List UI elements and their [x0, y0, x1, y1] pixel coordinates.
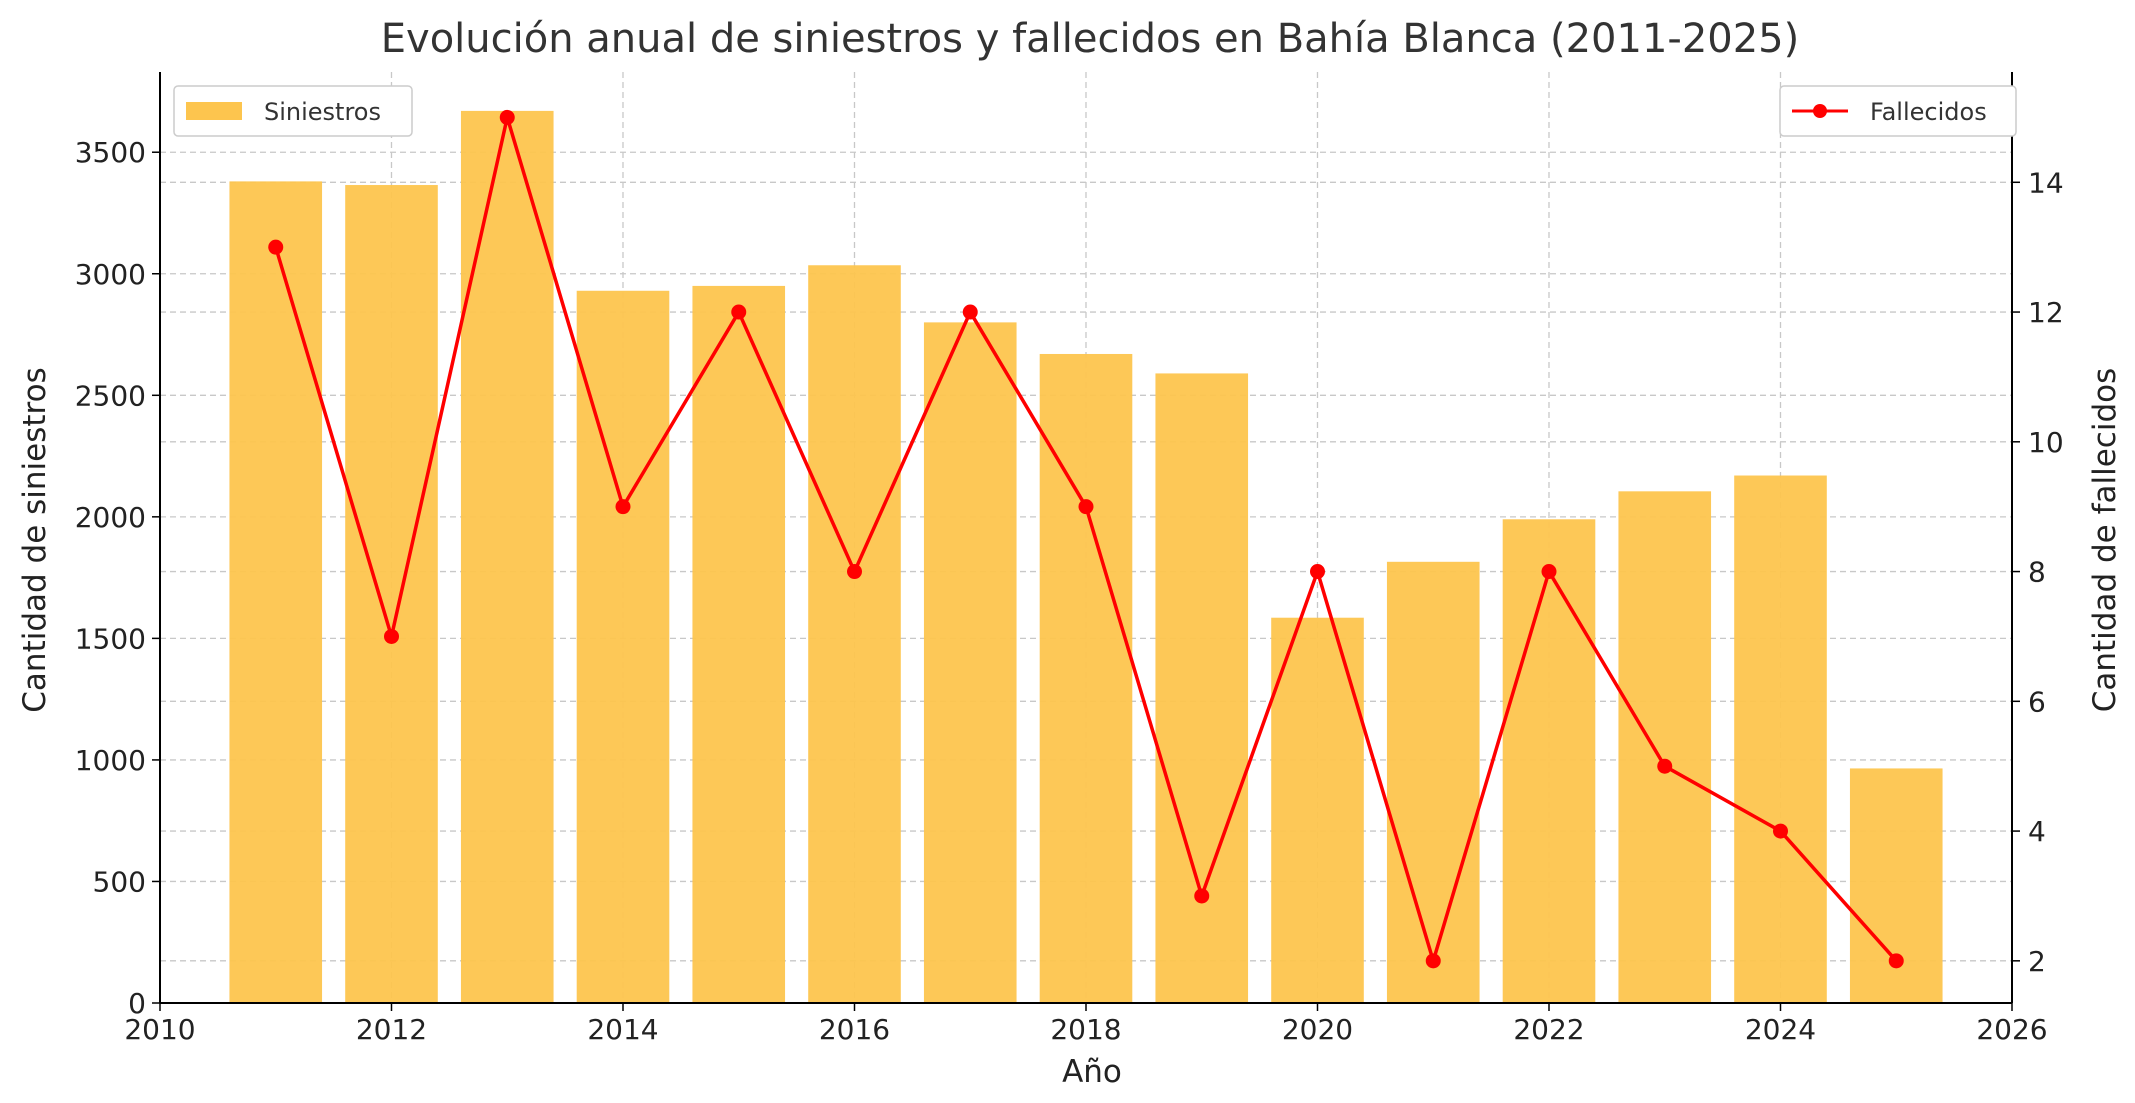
bar-siniestros-2012	[345, 185, 438, 1003]
bar-siniestros-2014	[576, 290, 670, 1004]
y-axis-label: Cantidad de siniestros	[17, 367, 53, 712]
y2-tick-label: 12	[2028, 296, 2064, 329]
point-fallecidos-2023	[1657, 758, 1673, 774]
legend-swatch-siniestros	[186, 102, 242, 120]
point-fallecidos-2012	[384, 628, 399, 644]
chart-title: Evolución anual de siniestros y fallecid…	[381, 16, 1799, 62]
point-fallecidos-2022	[1541, 564, 1557, 580]
y-tick-label: 3000	[75, 258, 146, 291]
legend-fallecidos: Fallecidos	[1779, 85, 2017, 137]
point-fallecidos-2019	[1194, 888, 1210, 904]
y2-tick-label: 4	[2028, 815, 2046, 848]
bar-siniestros-2017	[923, 322, 1017, 1003]
bar-siniestros-2024	[1734, 475, 1827, 1003]
y2-tick-label: 10	[2028, 426, 2064, 459]
y-tick-label: 1000	[75, 744, 146, 777]
bar-siniestros-2019	[1155, 373, 1249, 1003]
point-fallecidos-2016	[847, 564, 862, 580]
axes: 2010 2012 2014 2016 2018 2020 2022 2024 2026 0 500…	[75, 72, 2064, 1046]
x-tick-label: 2016	[819, 1013, 890, 1046]
bar-siniestros-2021	[1386, 561, 1480, 1003]
point-fallecidos-2025	[1888, 953, 1904, 969]
bar-siniestros-2018	[1039, 353, 1133, 1003]
y-tick-label: 0	[128, 987, 146, 1020]
bar-siniestros-2013	[460, 110, 554, 1004]
bar-siniestros-2016	[808, 265, 901, 1003]
x-tick-label: 2012	[356, 1013, 427, 1046]
x-tick-label: 2022	[1513, 1013, 1584, 1046]
point-fallecidos-2014	[615, 499, 631, 515]
bar-siniestros-2015	[692, 285, 786, 1003]
y2-axis-label: Cantidad de fallecidos	[2087, 368, 2123, 713]
y-tick-label: 2500	[75, 379, 146, 412]
bar-siniestros-2011	[229, 181, 323, 1004]
point-fallecidos-2015	[731, 304, 747, 320]
x-axis-label: Año	[1062, 1054, 1122, 1090]
y2-tick-label: 6	[2028, 685, 2046, 718]
legend-label-fallecidos: Fallecidos	[1870, 98, 1987, 126]
line-fallecidos	[268, 109, 1904, 969]
point-fallecidos-2024	[1773, 823, 1788, 839]
bar-siniestros-2023	[1618, 491, 1712, 1003]
x-tick-label: 2014	[587, 1013, 658, 1046]
y-tick-label: 500	[93, 865, 146, 898]
point-fallecidos-2013	[499, 109, 515, 125]
legend-box	[173, 85, 413, 137]
x-tick-label: 2026	[1976, 1013, 2047, 1046]
y2-tick-label: 2	[2028, 945, 2046, 978]
x-tick-label: 2020	[1282, 1013, 1353, 1046]
bar-siniestros-2022	[1502, 519, 1596, 1003]
point-fallecidos-2017	[962, 304, 978, 320]
legend-siniestros: Siniestros	[173, 85, 413, 137]
x-tick-label: 2024	[1745, 1013, 1816, 1046]
point-fallecidos-2011	[268, 239, 284, 255]
y2-tick-label: 8	[2028, 556, 2046, 589]
point-fallecidos-2018	[1078, 499, 1094, 515]
y-tick-label: 3500	[75, 136, 146, 169]
y-tick-label: 2000	[75, 501, 146, 534]
y-tick-label: 1500	[75, 622, 146, 655]
bar-siniestros-2020	[1271, 617, 1364, 1003]
point-fallecidos-2020	[1310, 564, 1325, 580]
legend-box	[1779, 85, 2017, 137]
x-tick-label: 2010	[124, 1013, 195, 1046]
y2-tick-label: 14	[2028, 166, 2064, 199]
point-fallecidos-2021	[1425, 953, 1441, 969]
legend-marker-fallecidos	[1813, 104, 1827, 118]
x-tick-label: 2018	[1050, 1013, 1121, 1046]
legend-label-siniestros: Siniestros	[264, 98, 381, 126]
